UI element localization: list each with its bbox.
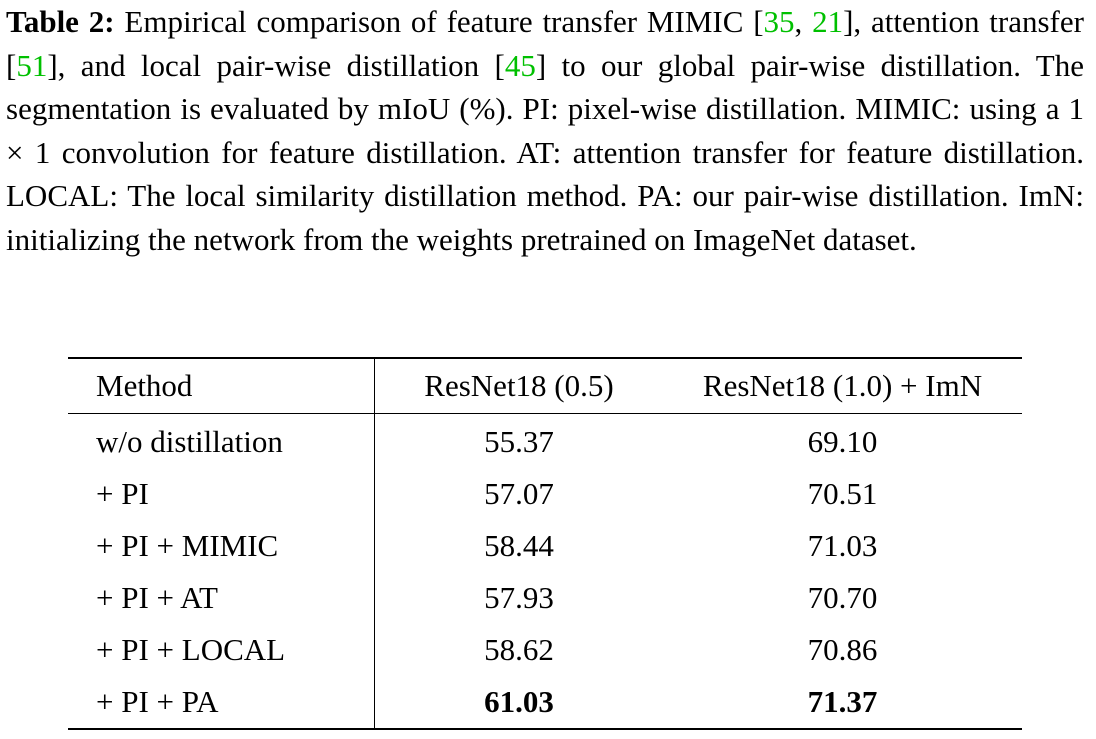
caption-text: Empirical comparison of feature transfer… — [6, 4, 1085, 257]
value-cell: 70.70 — [807, 580, 878, 615]
table-caption: Table 2: Empirical comparison of feature… — [6, 0, 1084, 261]
best-value-cell: 61.03 — [484, 684, 554, 719]
value-cell: 70.51 — [807, 476, 878, 511]
value-cell: 71.03 — [807, 528, 878, 563]
column-header-resnet18-0-5: ResNet18 (0.5) — [374, 358, 663, 414]
results-table: Method ResNet18 (0.5) ResNet18 (1.0) + I… — [68, 357, 1022, 730]
method-cell: + PI + LOCAL — [68, 624, 375, 676]
table-row: w/o distillation 55.37 69.10 — [68, 413, 1022, 468]
citation-link[interactable]: 45 — [504, 47, 536, 83]
citation-link[interactable]: 51 — [16, 47, 48, 83]
column-header-method: Method — [68, 358, 375, 414]
citation-link[interactable]: 21 — [812, 4, 844, 39]
value-cell: 69.10 — [807, 424, 878, 459]
results-table-container: Method ResNet18 (0.5) ResNet18 (1.0) + I… — [68, 357, 1022, 730]
table-row-best: + PI + PA 61.03 71.37 — [68, 676, 1022, 729]
citation-link[interactable]: 35 — [763, 4, 795, 39]
method-cell: + PI + AT — [68, 572, 375, 624]
method-cell: + PI — [68, 468, 375, 520]
table-row: + PI + AT 57.93 70.70 — [68, 572, 1022, 624]
table-body: w/o distillation 55.37 69.10 + PI 57.07 … — [68, 413, 1022, 729]
value-cell: 70.86 — [807, 632, 878, 667]
table-row: + PI + LOCAL 58.62 70.86 — [68, 624, 1022, 676]
table-row: + PI 57.07 70.51 — [68, 468, 1022, 520]
value-cell: 57.07 — [484, 476, 554, 511]
caption-label: Table 2: — [6, 4, 115, 39]
header-row: Method ResNet18 (0.5) ResNet18 (1.0) + I… — [68, 358, 1022, 414]
value-cell: 58.62 — [484, 632, 554, 667]
column-header-resnet18-1-0-imn: ResNet18 (1.0) + ImN — [663, 358, 1022, 414]
value-cell: 58.44 — [484, 528, 554, 563]
method-cell: + PI + MIMIC — [68, 520, 375, 572]
method-cell: + PI + PA — [68, 676, 375, 729]
value-cell: 57.93 — [484, 580, 554, 615]
value-cell: 55.37 — [484, 424, 554, 459]
best-value-cell: 71.37 — [807, 684, 878, 719]
table-row: + PI + MIMIC 58.44 71.03 — [68, 520, 1022, 572]
method-cell: w/o distillation — [68, 413, 375, 468]
